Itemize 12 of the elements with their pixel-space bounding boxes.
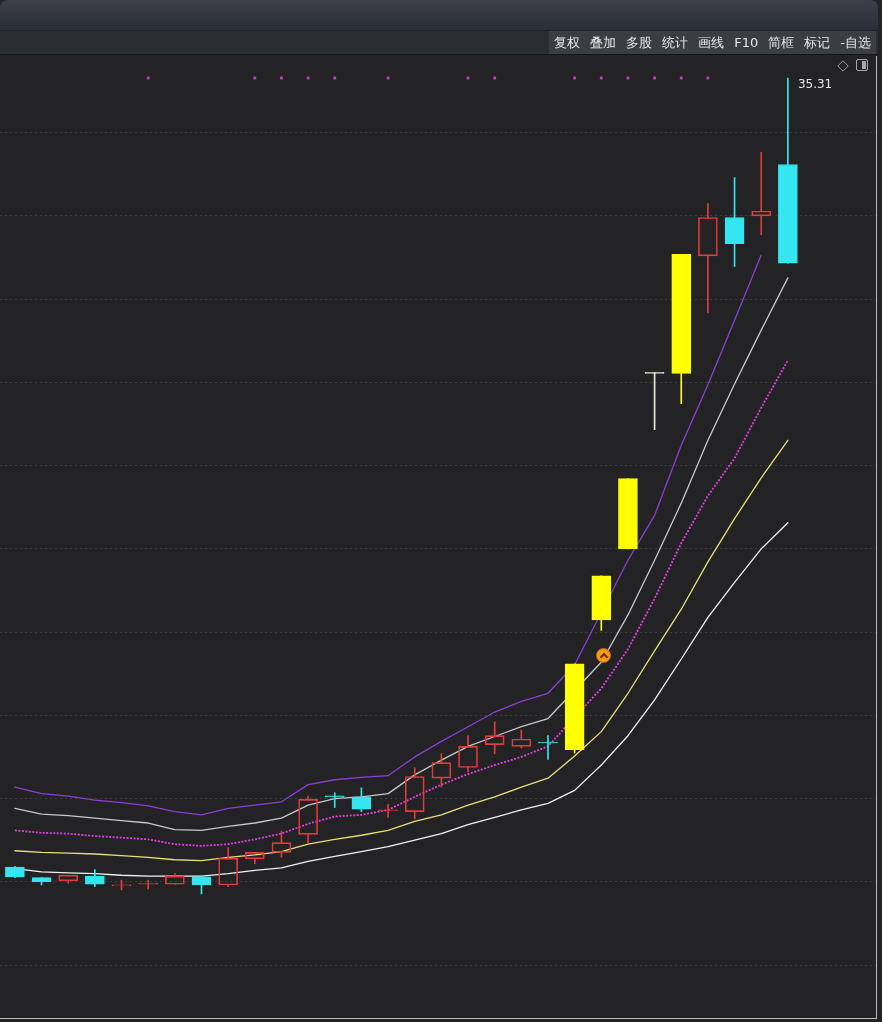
text: 简框 [767, 34, 796, 52]
annotation: 35.31 [797, 77, 833, 92]
text: 统计 [661, 34, 690, 52]
text: 标记 [803, 34, 832, 52]
text: 多股 [625, 34, 654, 52]
text: 叠加 [589, 34, 618, 52]
text: 复权 [553, 34, 582, 52]
text: F10 [733, 34, 760, 52]
candlestick [324, 792, 345, 808]
text: -自选 [839, 34, 872, 52]
candlestick [538, 735, 558, 760]
text: 画线 [697, 34, 726, 52]
